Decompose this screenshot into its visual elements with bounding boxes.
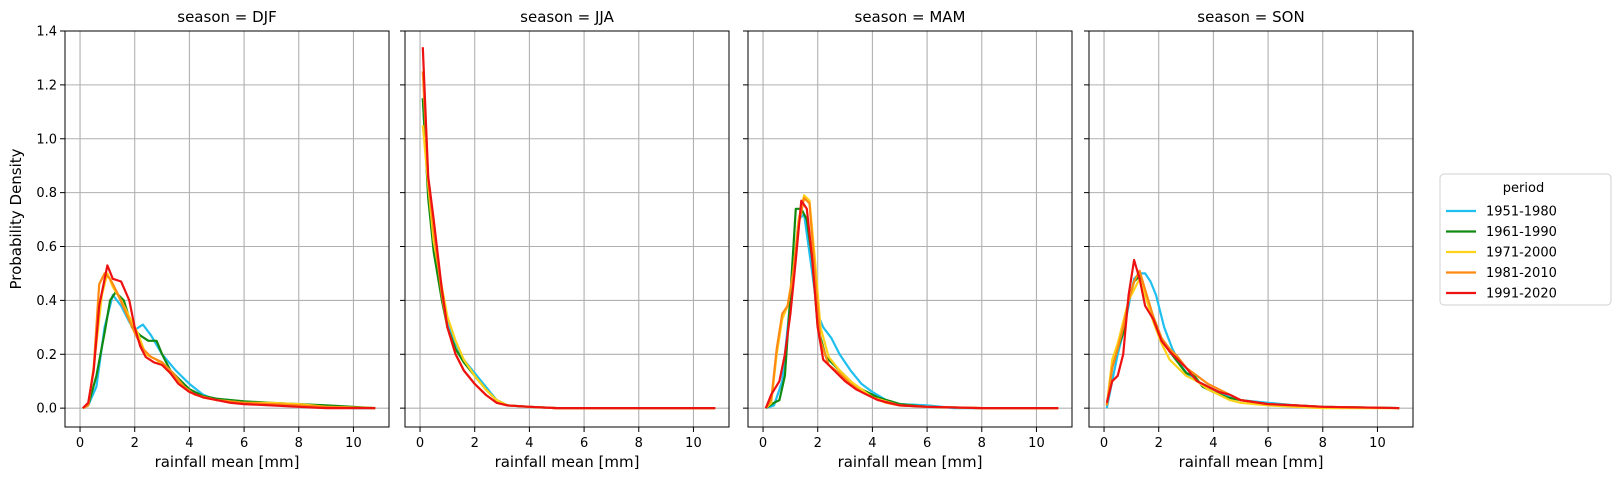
x-tick-label: 8	[295, 436, 303, 451]
series-line-1971-2000	[1105, 277, 1400, 410]
legend-title: period	[1503, 181, 1544, 196]
plot-frame	[1088, 30, 1414, 428]
y-tick-label: 0.0	[36, 402, 57, 417]
legend: period 1951-1980 1961-1990 1971-2000 1981-20…	[1439, 173, 1612, 306]
x-tick-label: 2	[131, 436, 139, 451]
x-tick-label: 6	[1264, 436, 1272, 451]
x-axis-label: rainfall mean [mm]	[1179, 453, 1324, 471]
legend-entry-label: 1961-1990	[1486, 225, 1557, 240]
legend-box	[1439, 173, 1612, 306]
x-tick-label: 4	[1209, 436, 1217, 451]
series-line-1971-2000	[421, 125, 716, 410]
x-tick-label: 2	[814, 436, 822, 451]
panel-3: 0 2 4 6 8 10 season = SON rainfall mean [mm]	[1084, 8, 1414, 471]
x-tick-label: 0	[1100, 436, 1108, 451]
series-line-1991-2020	[82, 264, 376, 410]
x-tick-label: 0	[76, 436, 84, 451]
panel-0: 0 2 4 6 8 10 0.0 0.2 0.4 0.6 0.8 1.0 1.2 1.4 season = …	[36, 8, 390, 471]
series-line-1951-1980	[1105, 272, 1400, 410]
legend-entry-label: 1971-2000	[1486, 246, 1557, 261]
series-line-1991-2020	[764, 199, 1059, 410]
series-line-1951-1980	[421, 98, 716, 410]
x-tick-label: 6	[240, 436, 248, 451]
x-axis-label: rainfall mean [mm]	[495, 453, 640, 471]
plot-frame	[404, 30, 730, 428]
x-tick-label: 2	[471, 436, 479, 451]
x-axis-label: rainfall mean [mm]	[838, 453, 983, 471]
panel-title: season = DJF	[177, 8, 276, 26]
series-line-1981-2010	[1105, 269, 1400, 410]
panels-group: 0 2 4 6 8 10 0.0 0.2 0.4 0.6 0.8 1.0 1.2 1.4 season = …	[36, 8, 1414, 471]
y-tick-label: 1.4	[36, 25, 57, 40]
legend-entry-label: 1991-2020	[1486, 287, 1557, 302]
x-tick-label: 4	[185, 436, 193, 451]
series-line-1991-2020	[421, 47, 716, 410]
y-tick-label: 0.4	[36, 294, 57, 309]
y-tick-label: 0.2	[36, 348, 57, 363]
series-line-1961-1990	[1105, 275, 1400, 410]
y-tick-label: 0.6	[36, 240, 57, 255]
x-tick-label: 10	[1028, 436, 1045, 451]
y-axis-label: Probability Density	[7, 148, 25, 289]
x-tick-label: 10	[685, 436, 702, 451]
panel-1: 0 2 4 6 8 10 season = JJA rainfall mean [mm]	[400, 8, 730, 471]
legend-entry-label: 1951-1980	[1486, 205, 1557, 220]
panel-title: season = JJA	[520, 8, 614, 26]
x-tick-label: 0	[416, 436, 424, 451]
y-tick-label: 0.8	[36, 186, 57, 201]
legend-entry-label: 1981-2010	[1486, 266, 1557, 281]
series-line-1981-2010	[421, 71, 716, 410]
x-tick-label: 8	[978, 436, 986, 451]
y-tick-label: 1.2	[36, 78, 57, 93]
plot-frame	[64, 30, 390, 428]
x-tick-label: 0	[759, 436, 767, 451]
y-tick-label: 1.0	[36, 132, 57, 147]
panel-title: season = MAM	[855, 8, 966, 26]
x-tick-label: 4	[525, 436, 533, 451]
series-line-1981-2010	[82, 272, 376, 410]
panel-title: season = SON	[1197, 8, 1304, 26]
x-tick-label: 8	[635, 436, 643, 451]
x-tick-label: 6	[580, 436, 588, 451]
x-tick-label: 6	[923, 436, 931, 451]
x-tick-label: 2	[1155, 436, 1163, 451]
series-line-1991-2020	[1105, 258, 1400, 410]
panel-2: 0 2 4 6 8 10 season = MAM rainfall mean [mm]	[743, 8, 1073, 471]
x-tick-label: 10	[345, 436, 362, 451]
x-tick-label: 4	[868, 436, 876, 451]
plot-frame	[747, 30, 1073, 428]
x-tick-label: 10	[1369, 436, 1386, 451]
x-tick-label: 8	[1319, 436, 1327, 451]
x-axis-label: rainfall mean [mm]	[155, 453, 300, 471]
